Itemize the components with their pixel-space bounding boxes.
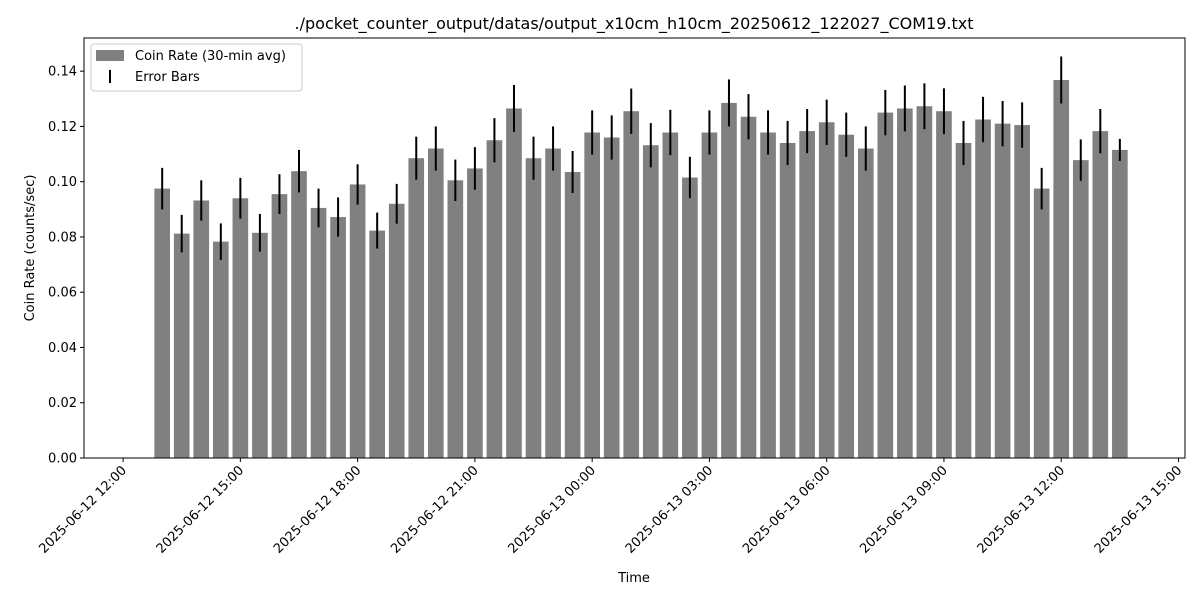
bar-11 [369, 230, 385, 458]
x-tick-label-8: 2025-06-13 12:00 [975, 463, 1068, 556]
x-tick-label-1: 2025-06-12 15:00 [154, 463, 247, 556]
bar-10 [349, 184, 366, 458]
bar-5 [252, 232, 268, 458]
bar-43 [994, 123, 1011, 458]
chart-title: ./pocket_counter_output/datas/output_x10… [295, 14, 974, 34]
y-tick-label-0: 0.00 [48, 452, 77, 467]
bar-13 [408, 158, 425, 458]
bar-1 [173, 233, 190, 458]
bar-33 [799, 131, 815, 458]
bar-18 [506, 108, 522, 459]
y-tick-label-3: 0.06 [48, 286, 77, 301]
bar-25 [642, 145, 659, 458]
bar-48 [1092, 131, 1109, 458]
bar-36 [857, 148, 874, 458]
bar-26 [662, 132, 679, 458]
x-axis-ticks: 2025-06-12 12:00 2025-06-12 15:00 2025-06-… [36, 458, 1185, 557]
bar-9 [330, 217, 346, 458]
bar-32 [779, 143, 796, 458]
legend: Coin Rate (30-min avg) Error Bars [90, 43, 303, 92]
bar-12 [388, 203, 405, 458]
bar-17 [486, 140, 503, 459]
bar-42 [975, 119, 991, 458]
x-axis-label: Time [617, 571, 650, 586]
bar-34 [818, 122, 835, 458]
bar-20 [545, 148, 561, 458]
y-tick-label-2: 0.04 [48, 341, 77, 356]
bar-2 [193, 200, 210, 458]
x-tick-label-4: 2025-06-13 00:00 [506, 463, 599, 556]
bar-22 [584, 132, 600, 458]
y-tick-label-1: 0.02 [48, 396, 77, 411]
legend-entry-coin-rate: Coin Rate (30-min avg) [135, 49, 286, 64]
bars-group [154, 80, 1128, 459]
bar-39 [916, 106, 933, 458]
x-tick-label-5: 2025-06-13 03:00 [623, 463, 716, 556]
x-tick-label-0: 2025-06-12 12:00 [36, 463, 129, 556]
legend-box [90, 43, 303, 92]
legend-swatch-bar [96, 50, 124, 61]
bar-19 [525, 158, 542, 458]
x-tick-label-2: 2025-06-12 18:00 [271, 463, 364, 556]
bar-24 [623, 111, 640, 458]
x-tick-label-7: 2025-06-13 09:00 [857, 463, 950, 556]
bar-31 [760, 132, 776, 458]
bar-30 [740, 116, 757, 458]
error-bars-group [161, 56, 1121, 260]
bar-46 [1053, 80, 1070, 458]
legend-entry-error-bars: Error Bars [135, 70, 200, 85]
bar-45 [1033, 188, 1050, 458]
bar-37 [877, 112, 894, 459]
x-tick-label-3: 2025-06-12 21:00 [388, 463, 481, 556]
bar-0 [154, 188, 170, 458]
bar-28 [701, 132, 718, 458]
bar-6 [271, 194, 288, 458]
bar-7 [291, 171, 307, 458]
bar-44 [1014, 125, 1030, 458]
y-axis-ticks: 0.00 0.02 0.04 0.06 0.08 0.10 0.12 0.14 [48, 65, 84, 467]
bar-41 [955, 143, 972, 458]
bar-21 [564, 172, 581, 458]
bar-47 [1072, 160, 1089, 458]
plot-area-frame [83, 37, 1186, 459]
y-axis-label: Coin Rate (counts/sec) [23, 175, 38, 322]
bar-38 [897, 108, 913, 459]
y-tick-label-7: 0.14 [48, 65, 77, 80]
bar-8 [310, 207, 327, 458]
bar-14 [427, 148, 444, 458]
bar-49 [1112, 149, 1128, 458]
bar-27 [682, 177, 698, 459]
y-tick-label-6: 0.12 [48, 120, 77, 135]
bar-3 [212, 241, 229, 458]
bar-35 [838, 134, 855, 458]
y-tick-label-5: 0.10 [48, 175, 77, 190]
bar-29 [721, 102, 737, 459]
bar-16 [467, 168, 483, 459]
y-tick-label-4: 0.08 [48, 230, 77, 245]
bar-15 [447, 180, 464, 459]
bar-23 [603, 137, 620, 458]
x-tick-label-9: 2025-06-13 15:00 [1092, 463, 1185, 556]
bar-4 [232, 198, 249, 458]
bar-40 [936, 111, 952, 458]
x-tick-label-6: 2025-06-13 06:00 [740, 463, 833, 556]
